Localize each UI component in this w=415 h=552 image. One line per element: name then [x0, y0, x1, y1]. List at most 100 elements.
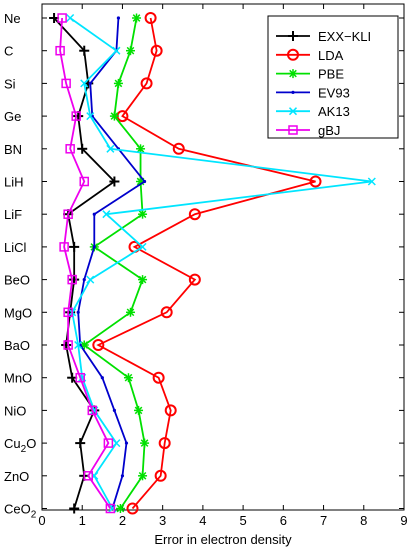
legend: EXX−KLI LDA PBE EV93 AK13 gBJ — [267, 15, 399, 139]
data-point — [79, 45, 90, 56]
category-name: CeO — [4, 502, 31, 517]
data-point — [87, 405, 98, 416]
data-point — [92, 212, 96, 216]
category-name: ZnO — [4, 469, 29, 484]
data-point — [109, 111, 119, 121]
legend-marker — [288, 31, 298, 41]
x-axis-label: Error in electron density — [154, 532, 292, 547]
series-line — [69, 17, 372, 509]
legend-label: gBJ — [318, 123, 340, 138]
data-point — [112, 408, 116, 412]
category-label: Cu2O — [4, 436, 36, 455]
category-name: LiCl — [4, 240, 27, 255]
series-line — [59, 17, 112, 510]
legend-item: AK13 — [276, 104, 350, 119]
data-point — [138, 471, 148, 481]
data-point — [69, 241, 80, 252]
category-name: MnO — [4, 371, 32, 386]
legend-marker — [288, 69, 298, 79]
legend-label: PBE — [318, 67, 344, 82]
category-subscript: 2 — [31, 510, 37, 521]
category-name: LiF — [4, 207, 22, 222]
data-point — [309, 175, 322, 188]
data-point — [115, 504, 125, 513]
legend-item: EXX−KLI — [276, 29, 371, 44]
category-name: BeO — [4, 273, 30, 288]
category-name: Si — [4, 76, 16, 91]
category-label: LiH — [4, 175, 24, 190]
data-point — [172, 142, 185, 155]
data-point — [140, 77, 153, 90]
data-point — [112, 439, 121, 448]
data-point — [100, 376, 104, 380]
category-label: C — [4, 44, 13, 59]
x-tick-label: 8 — [360, 513, 367, 528]
data-point — [138, 242, 147, 251]
data-point — [86, 275, 95, 284]
category-name: BaO — [4, 338, 30, 353]
category-tail: O — [26, 436, 36, 451]
data-point — [63, 340, 73, 350]
data-point — [83, 471, 94, 481]
series-gbj — [55, 13, 116, 514]
plot-frame — [41, 3, 405, 511]
data-point — [138, 209, 148, 219]
category-label: LiCl — [4, 240, 27, 255]
data-point — [112, 46, 121, 55]
x-tick-label: 2 — [119, 513, 126, 528]
data-point — [120, 474, 125, 478]
data-point — [134, 405, 144, 415]
data-point — [75, 438, 86, 449]
data-point — [86, 112, 95, 121]
data-point — [59, 242, 69, 252]
data-point — [65, 144, 75, 154]
data-point — [367, 177, 376, 186]
legend-item: EV93 — [276, 85, 350, 100]
x-tick-label: 9 — [400, 513, 407, 528]
data-point — [158, 437, 171, 450]
series-group — [49, 12, 376, 515]
data-point — [82, 278, 86, 282]
x-tick-label: 0 — [38, 513, 45, 528]
legend-item: gBJ — [276, 123, 340, 138]
data-point — [124, 441, 129, 445]
data-point — [144, 12, 157, 24]
data-point — [66, 13, 75, 23]
category-label: Si — [4, 76, 16, 91]
data-point — [116, 16, 121, 20]
data-point — [152, 371, 165, 384]
data-point — [77, 143, 88, 154]
category-label: Ne — [4, 11, 21, 26]
data-point — [106, 144, 115, 153]
category-label: ZnO — [4, 469, 29, 484]
series-lda — [92, 12, 322, 515]
category-label: MnO — [4, 371, 32, 386]
category-name: BN — [4, 142, 22, 157]
x-tick-label: 5 — [239, 513, 246, 528]
series-line — [77, 17, 146, 509]
x-tick-label: 1 — [79, 513, 86, 528]
category-name: Ne — [4, 11, 21, 26]
legend-marker — [291, 90, 295, 94]
series-pbe — [79, 13, 150, 513]
category-name: NiO — [4, 403, 26, 418]
legend-marker — [288, 107, 298, 116]
data-point — [150, 44, 163, 57]
category-subscript: 2 — [21, 444, 27, 455]
data-point — [76, 310, 80, 314]
legend-label: LDA — [318, 48, 344, 63]
data-point — [79, 176, 89, 187]
data-point — [103, 438, 114, 448]
data-point — [188, 273, 201, 286]
x-tick-label: 3 — [159, 513, 166, 528]
series-line — [96, 17, 316, 510]
category-labels: NeCSiGeBNLiHLiFLiClBeOMgOBaOMnONiOCu2OZn… — [4, 11, 404, 521]
data-point — [160, 306, 173, 319]
series-line — [82, 17, 146, 510]
category-label: BN — [4, 142, 22, 157]
data-point — [109, 176, 120, 187]
data-point — [105, 503, 116, 514]
data-point — [92, 339, 105, 351]
data-point — [88, 81, 92, 85]
data-point — [69, 503, 80, 514]
